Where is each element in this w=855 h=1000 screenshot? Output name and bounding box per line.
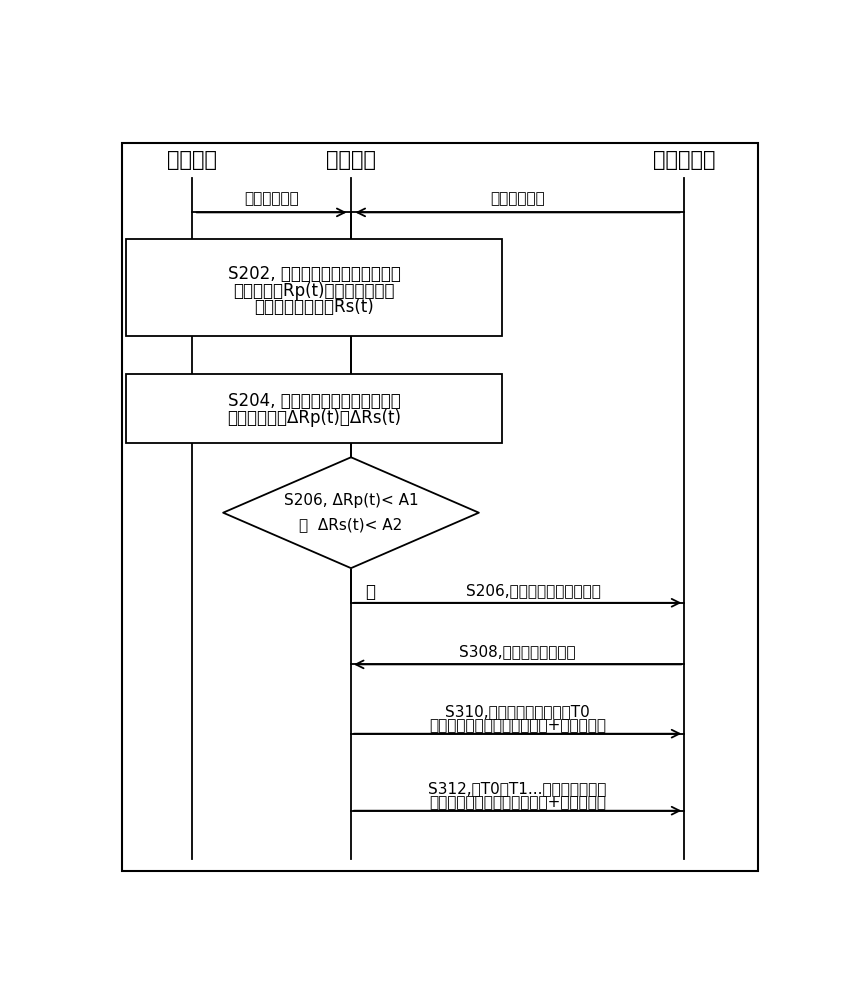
Bar (127, 374, 502, 443)
Text: 用户终端: 用户终端 (326, 150, 376, 170)
Text: 信道平均相关矩阵Rs(t): 信道平均相关矩阵Rs(t) (254, 298, 374, 316)
Text: 协作小区: 协作小区 (167, 150, 217, 170)
Text: 反馈信道状态信息（服务小区+协作小区）: 反馈信道状态信息（服务小区+协作小区） (429, 718, 606, 733)
Text: 否: 否 (365, 583, 375, 601)
Bar (127, 239, 502, 336)
Text: S202, 统计主服务小区下行信道平: S202, 统计主服务小区下行信道平 (227, 265, 401, 283)
Text: 小区参考信号: 小区参考信号 (244, 191, 298, 206)
Text: 小区参考信号: 小区参考信号 (490, 191, 545, 206)
Text: 相关矩阵变化ΔRp(t)与ΔRs(t): 相关矩阵变化ΔRp(t)与ΔRs(t) (227, 409, 401, 427)
Text: S206, ΔRp(t)< A1: S206, ΔRp(t)< A1 (284, 493, 418, 508)
Text: 主服务小区: 主服务小区 (653, 150, 716, 170)
Text: S206,信道反馈周期变更请求: S206,信道反馈周期变更请求 (466, 583, 600, 598)
Text: S312,按T0、T1...自动调整周期，: S312,按T0、T1...自动调整周期， (428, 782, 607, 797)
Text: S308,信道反馈通知消息: S308,信道反馈通知消息 (459, 645, 576, 660)
Text: S204, 计算当前时刻下行信道平均: S204, 计算当前时刻下行信道平均 (227, 392, 400, 410)
Polygon shape (223, 457, 479, 568)
Text: 均相关矩阵Rp(t)和协作小区下行: 均相关矩阵Rp(t)和协作小区下行 (233, 282, 395, 300)
Text: S310,信道反馈周期变更为T0: S310,信道反馈周期变更为T0 (445, 705, 590, 720)
Text: 反馈信道状态信息（服务小区+协作小区）: 反馈信道状态信息（服务小区+协作小区） (429, 795, 606, 810)
Text: 且  ΔRs(t)< A2: 且 ΔRs(t)< A2 (299, 518, 403, 533)
